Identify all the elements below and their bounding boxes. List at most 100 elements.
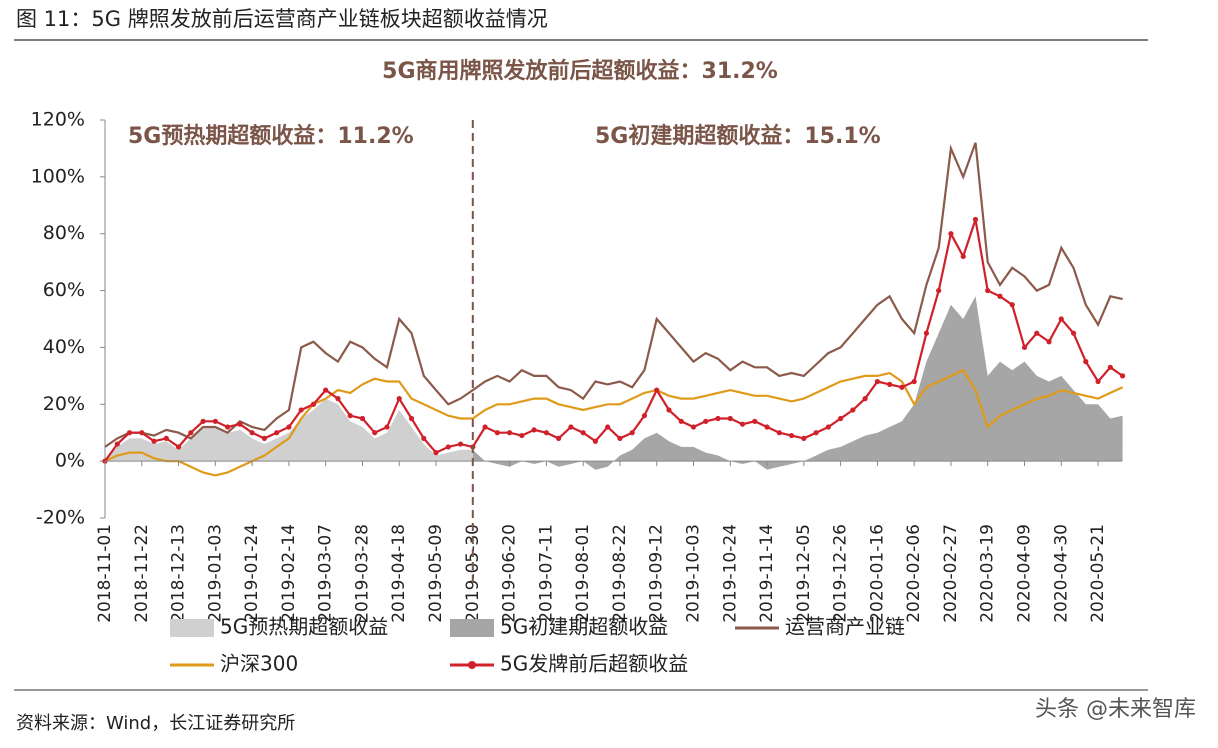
marker: [580, 430, 586, 436]
marker: [543, 430, 549, 436]
marker: [457, 441, 464, 447]
marker: [1058, 316, 1064, 322]
legend-label: 运营商产业链: [785, 615, 905, 639]
marker: [506, 430, 513, 436]
x-tick-label: 2019-01-03: [205, 524, 225, 623]
marker: [801, 435, 807, 441]
marker: [874, 378, 880, 385]
marker: [972, 216, 979, 223]
y-tick-label: -20%: [36, 507, 85, 529]
legend-label: 沪深300: [220, 652, 298, 676]
marker: [519, 432, 525, 439]
marker: [408, 415, 415, 422]
x-tick-label: 2020-04-09: [1015, 524, 1035, 623]
marker: [396, 396, 402, 402]
marker: [727, 415, 733, 422]
marker: [960, 253, 966, 260]
area: [472, 296, 1123, 470]
chart-subtitle: 5G商用牌照发放前后超额收益：31.2%: [382, 58, 778, 84]
marker: [629, 430, 635, 436]
marker: [678, 418, 684, 424]
x-tick-label: 2019-03-28: [352, 524, 372, 623]
marker: [225, 424, 231, 430]
x-tick-label: 2019-04-18: [389, 524, 409, 623]
marker: [494, 430, 500, 436]
marker: [838, 415, 844, 422]
legend-swatch: [450, 619, 494, 637]
marker: [1070, 330, 1077, 336]
marker: [1046, 339, 1052, 345]
marker: [997, 293, 1003, 299]
marker: [764, 424, 770, 430]
marker: [605, 424, 611, 430]
marker: [151, 438, 157, 444]
figure-title: 图 11：5G 牌照发放前后运营商产业链板块超额收益情况: [16, 7, 548, 31]
x-tick-label: 2019-07-11: [536, 524, 556, 623]
line: [104, 142, 1123, 448]
marker: [1107, 364, 1113, 370]
lines: [102, 142, 1126, 477]
marker: [139, 430, 145, 436]
marker: [703, 418, 709, 424]
marker: [200, 418, 206, 424]
y-tick-label: 80%: [43, 222, 85, 244]
marker: [126, 430, 133, 436]
marker: [163, 435, 169, 441]
areas: [105, 296, 1123, 470]
marker: [899, 384, 905, 390]
x-tick-label: 2019-09-12: [647, 524, 667, 623]
marker: [568, 424, 574, 430]
marker: [788, 432, 795, 439]
marker: [482, 424, 488, 430]
marker: [739, 421, 746, 427]
marker: [372, 430, 378, 436]
marker: [261, 435, 267, 441]
legend-swatch: [170, 619, 214, 637]
marker: [1009, 302, 1015, 308]
marker: [592, 438, 599, 444]
marker: [445, 444, 451, 450]
y-tick-label: 120%: [31, 109, 85, 131]
marker: [249, 430, 255, 436]
y-tick-label: 100%: [31, 165, 85, 187]
x-tick-label: 2018-11-22: [132, 524, 152, 623]
marker: [212, 418, 218, 424]
marker: [298, 407, 304, 413]
legend-label: 5G初建期超额收益: [500, 615, 668, 639]
marker: [752, 418, 758, 424]
x-tick-label: 2019-05-09: [426, 524, 446, 623]
marker: [347, 413, 353, 419]
marker: [384, 424, 390, 430]
x-tick-label: 2019-03-07: [316, 524, 336, 623]
marker: [850, 407, 856, 413]
marker: [1119, 373, 1126, 379]
x-tick-label: 2019-12-05: [794, 524, 814, 623]
marker: [310, 401, 317, 407]
marker: [1021, 344, 1028, 351]
marker: [776, 430, 782, 436]
marker: [715, 415, 721, 422]
marker: [1095, 378, 1101, 385]
marker: [286, 424, 292, 430]
x-tick-label: 2019-08-01: [573, 524, 593, 623]
marker: [887, 381, 893, 387]
y-tick-label: 20%: [43, 393, 85, 415]
legend-label: 5G预热期超额收益: [220, 615, 388, 639]
marker: [274, 430, 280, 436]
marker: [690, 424, 697, 430]
marker: [1034, 330, 1040, 336]
x-tick-label: 2019-02-14: [279, 524, 299, 623]
marker: [862, 396, 868, 402]
marker: [985, 287, 991, 294]
marker: [188, 430, 194, 436]
x-tick-label: 2019-12-26: [831, 524, 851, 623]
area: [105, 398, 473, 462]
marker: [654, 387, 660, 393]
watermark: 头条 @未来智库: [1035, 697, 1196, 722]
marker: [948, 231, 954, 237]
x-tick-label: 2019-05-30: [463, 524, 483, 623]
x-tick-label: 2019-10-03: [683, 524, 703, 623]
marker: [433, 450, 439, 456]
source-note: 资料来源：Wind，长江证券研究所: [16, 713, 295, 734]
y-tick-label: 40%: [43, 336, 85, 358]
